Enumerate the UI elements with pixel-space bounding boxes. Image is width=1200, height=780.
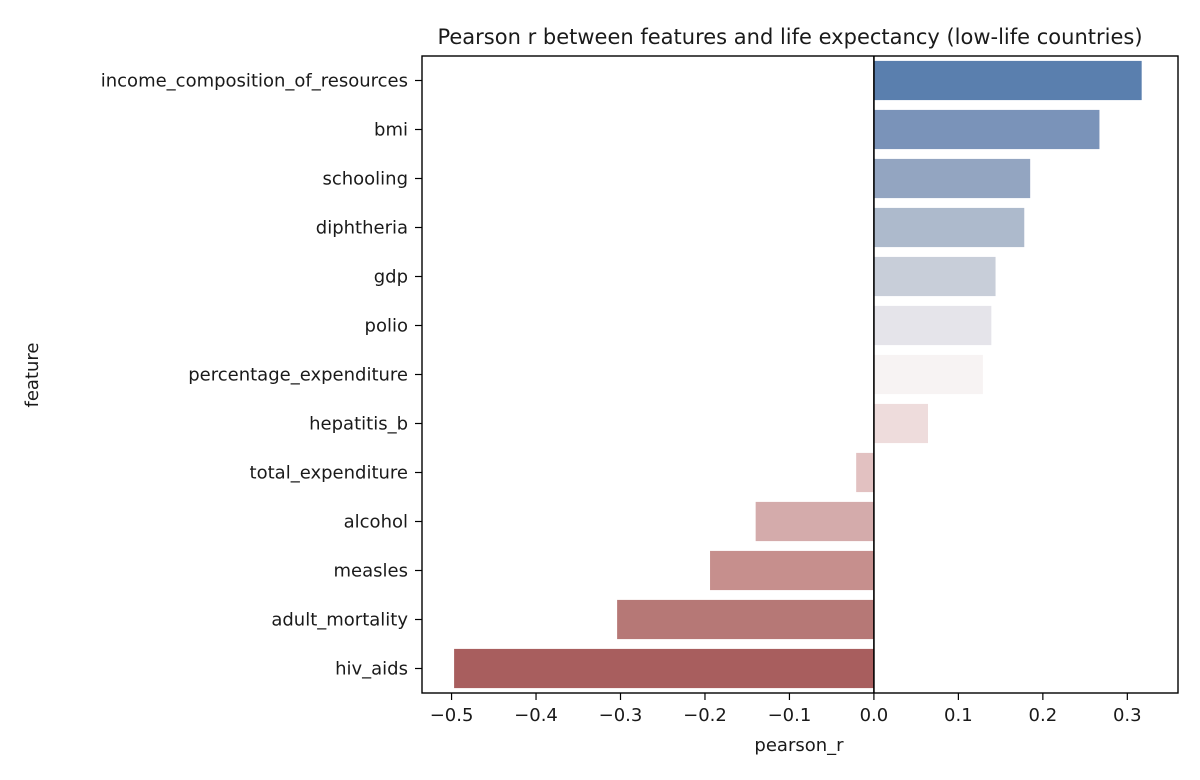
bar-diphtheria	[873, 207, 1025, 248]
x-tick-label: 0.2	[1029, 705, 1058, 726]
x-tick-label: 0.0	[860, 705, 889, 726]
x-tick-label: 0.3	[1113, 705, 1142, 726]
y-tick-label: schooling	[322, 169, 408, 190]
x-tick-label: −0.2	[683, 705, 727, 726]
x-tick-label: −0.5	[430, 705, 474, 726]
bar-gdp	[873, 256, 996, 297]
bar-polio	[873, 305, 992, 346]
y-axis-label: feature	[22, 343, 43, 408]
bar-hepatitis-b	[873, 403, 928, 444]
x-tick-label: −0.4	[514, 705, 558, 726]
bar-total-expenditure	[856, 452, 874, 493]
bar-bmi	[873, 109, 1100, 150]
y-tick-label: hepatitis_b	[309, 414, 408, 435]
y-tick-label: bmi	[374, 120, 408, 141]
y-tick-label: income_composition_of_resources	[101, 71, 408, 92]
chart-title: Pearson r between features and life expe…	[437, 25, 1142, 49]
y-tick-label: hiv_aids	[335, 659, 408, 680]
y-tick-label: gdp	[374, 267, 408, 288]
y-tick-label: percentage_expenditure	[188, 365, 408, 386]
y-tick-label: adult_mortality	[271, 610, 408, 631]
y-tick-label: diphtheria	[316, 218, 408, 239]
bar-schooling	[873, 158, 1031, 199]
x-tick-label: −0.1	[768, 705, 812, 726]
bar-hiv-aids	[454, 648, 874, 689]
y-tick-label: alcohol	[344, 512, 408, 533]
y-tick-label: measles	[334, 561, 408, 582]
bar-alcohol	[755, 501, 874, 542]
x-axis-ticks: −0.5 −0.4 −0.3 −0.2 −0.1 0.0 0.1 0.2 0.3	[430, 693, 1142, 726]
x-axis-label: pearson_r	[754, 735, 844, 756]
x-tick-label: −0.3	[599, 705, 643, 726]
bar-income-composition-of-resources	[873, 60, 1142, 101]
bar-measles	[710, 550, 874, 591]
y-tick-label: polio	[365, 316, 408, 337]
bars-group	[454, 60, 1142, 689]
x-tick-label: 0.1	[944, 705, 973, 726]
bar-adult-mortality	[617, 599, 874, 640]
y-tick-label: total_expenditure	[250, 463, 408, 484]
plot-frame	[421, 55, 1179, 694]
bar-percentage-expenditure	[873, 354, 983, 395]
